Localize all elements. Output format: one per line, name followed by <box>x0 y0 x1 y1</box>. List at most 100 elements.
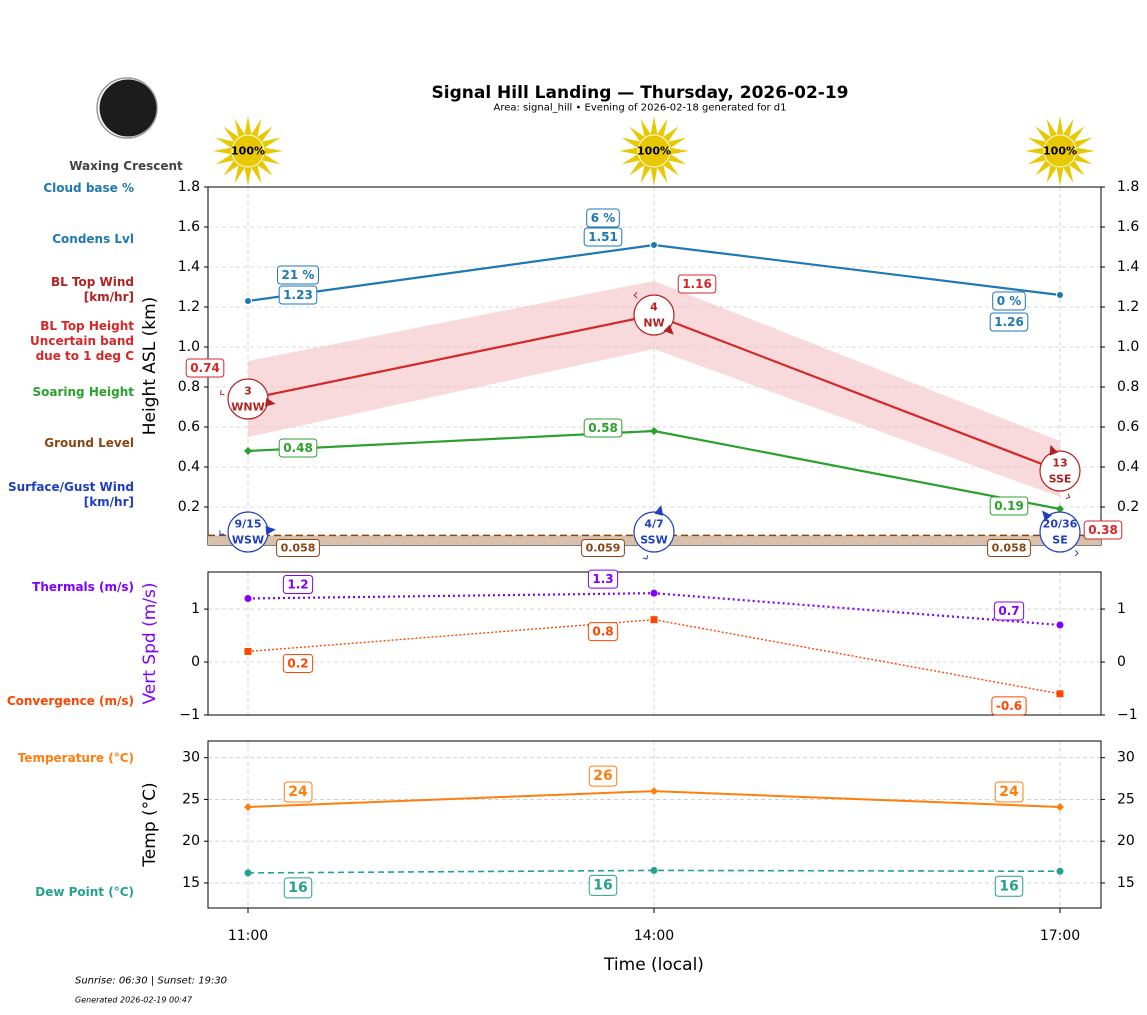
y-tick-label: 30 <box>182 750 200 766</box>
cloud-base-label-text: 0 % <box>997 294 1022 308</box>
wind-barb-icon <box>219 530 225 535</box>
side-label-bl_height: due to 1 deg C <box>36 349 135 363</box>
soaring-height-label: 0.58 <box>583 418 623 438</box>
dew-point-label-box <box>283 877 313 899</box>
side-label-temperature: Temperature (°C) <box>18 751 134 765</box>
ground-level-label: 0.058 <box>987 539 1031 557</box>
thermals-marker <box>244 594 252 602</box>
condens-level-label-box <box>583 227 623 247</box>
x-tick-label: 14:00 <box>634 928 674 944</box>
y-tick-label: 25 <box>182 791 200 807</box>
condens-level-label: 1.51 <box>583 227 623 247</box>
temperature-marker <box>1056 802 1064 811</box>
condens-level-label-text: 1.51 <box>588 230 618 244</box>
wind-barb-icon <box>1074 550 1079 557</box>
surface-wind-indicator-direction: SE <box>1052 534 1067 547</box>
wind-arrow-icon <box>663 324 674 335</box>
bl-wind-indicator-direction: WNW <box>231 401 264 414</box>
condens-level-label-text: 1.26 <box>994 315 1024 329</box>
thermals-label: 0.7 <box>993 601 1025 621</box>
y-tick-label: 20 <box>182 833 200 849</box>
condens-level-marker <box>1056 291 1064 299</box>
convergence-label-text: 0.8 <box>592 625 613 639</box>
convergence-label: 0.8 <box>587 622 619 642</box>
y-tick-label: 0.2 <box>178 499 200 515</box>
y-tick-label-right: 30 <box>1117 750 1135 766</box>
y-axis-label: Vert Spd (m/s) <box>140 582 160 704</box>
temperature-marker <box>244 802 252 811</box>
side-label-bl_height: BL Top Height <box>40 319 134 333</box>
surface-wind-indicator-direction: WSW <box>232 534 264 547</box>
cloud-base-label-box <box>992 291 1026 311</box>
wind-arrow-icon <box>265 525 276 535</box>
temperature-label-text: 26 <box>593 768 612 784</box>
y-axis-label: Height ASL (km) <box>140 297 160 436</box>
bl-wind-indicator-speed: 4 <box>650 301 658 314</box>
y-tick-label-right: 0 <box>1117 654 1126 670</box>
y-tick-label: 1.2 <box>178 299 200 315</box>
ground-level-label-box <box>987 539 1031 557</box>
ground-level-label-text: 0.058 <box>992 542 1027 555</box>
side-label-condens: Condens Lvl <box>52 232 134 246</box>
ground-level-label-text: 0.059 <box>586 542 621 555</box>
surface-wind-indicator-direction: SSW <box>640 534 667 547</box>
thermals-label: 1.3 <box>587 569 619 589</box>
y-tick-label: 0.6 <box>178 419 200 435</box>
soaring-height-label-text: 0.58 <box>588 421 618 435</box>
condens-level-marker <box>244 297 252 305</box>
convergence-marker <box>1056 690 1064 698</box>
dew-point-label-text: 16 <box>288 880 307 896</box>
surface-wind-indicator: 4/7 SSW <box>633 504 675 560</box>
surface-wind-indicator-speed: 4/7 <box>644 518 663 531</box>
dew-point-label: 16 <box>994 875 1024 897</box>
surface-wind-indicator-circle <box>633 511 675 553</box>
soaring-height-label-box <box>989 496 1029 516</box>
thermals-marker <box>1056 621 1064 629</box>
bl-wind-indicator: 3 WNW <box>219 378 276 420</box>
wind-barb-icon <box>219 390 225 396</box>
dew-point-marker <box>650 866 658 874</box>
y-tick-label: −1 <box>179 707 200 723</box>
bl-top-label: 0.74 <box>185 358 225 378</box>
y-tick-label-right: 1.8 <box>1117 179 1139 195</box>
side-label-bl_wind: BL Top Wind <box>51 275 134 289</box>
y-tick-label: 1.4 <box>178 259 200 275</box>
cloud-base-label: 6 % <box>586 208 620 228</box>
bl-wind-indicator: 13 SSE <box>1039 444 1081 500</box>
bl-uncertainty-band <box>248 281 1060 497</box>
bl-top-label: 1.16 <box>677 274 717 294</box>
y-tick-label-right: 20 <box>1117 833 1135 849</box>
condens-level-label: 1.23 <box>278 285 318 305</box>
condens-level-label-box <box>989 312 1029 332</box>
soaring-height-label-box <box>278 438 318 458</box>
bl-wind-indicator-direction: SSE <box>1049 473 1072 486</box>
dew-point-label: 16 <box>283 877 313 899</box>
moon-phase-label: Waxing Crescent <box>69 159 183 173</box>
thermals-label-text: 1.3 <box>592 572 613 586</box>
dew-point-line <box>247 869 1061 874</box>
cloud-base-label-box <box>586 208 620 228</box>
temperature-label-text: 24 <box>288 784 308 800</box>
cloud-base-label-text: 21 % <box>282 268 315 282</box>
y-tick-label-right: 15 <box>1117 875 1135 891</box>
bl-top-label-box <box>677 274 717 294</box>
sun-disc <box>231 134 265 168</box>
thermals-label-box <box>993 601 1025 621</box>
side-label-bl_height: Uncertain band <box>30 334 134 348</box>
y-tick-label-right: 25 <box>1117 791 1135 807</box>
y-tick-label: 1.0 <box>178 339 200 355</box>
dew-point-marker <box>1056 867 1064 875</box>
soaring-height-marker <box>244 447 252 455</box>
sun-percent-label: 100% <box>231 145 265 158</box>
surface-wind-indicator-speed: 20/36 <box>1043 518 1078 531</box>
soaring-height-label: 0.19 <box>989 496 1029 516</box>
y-tick-label: 1 <box>191 601 200 617</box>
sun-times-text: Sunrise: 06:30 | Sunset: 19:30 <box>75 976 227 987</box>
temperature-label: 26 <box>588 765 618 787</box>
temperature-label-box <box>994 781 1024 803</box>
y-tick-label-right: 0.4 <box>1117 459 1139 475</box>
dew-point-label: 16 <box>588 874 618 896</box>
convergence-label-box <box>991 696 1027 716</box>
y-tick-label-right: 1.0 <box>1117 339 1139 355</box>
